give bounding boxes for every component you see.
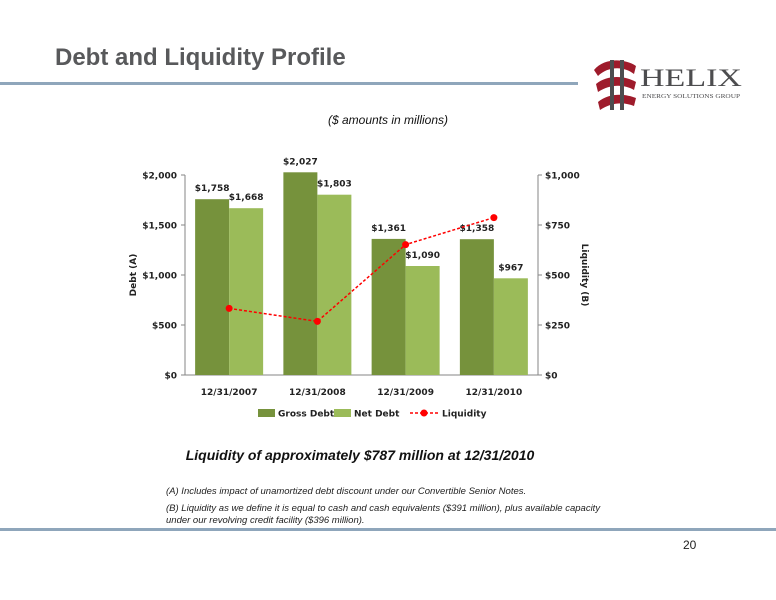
y-right-axis-title: Liquidity (B) (579, 244, 589, 307)
bar-data-label: $2,027 (283, 157, 318, 167)
bar-net-debt (317, 194, 352, 375)
y-right-tick-label: $500 (545, 272, 570, 282)
bar-data-label: $1,358 (460, 224, 495, 234)
legend-swatch-gross-debt (258, 409, 275, 417)
y-left-tick-label: $0 (164, 372, 177, 382)
legend-swatch-net-debt (334, 409, 351, 417)
x-tick-label: 12/31/2010 (466, 388, 523, 398)
bar-data-label: $1,090 (405, 251, 440, 261)
bar-gross-debt (283, 172, 318, 375)
helix-logo: HELIX ENERGY SOLUTIONS GROUP (594, 60, 742, 110)
y-left-tick-label: $1,000 (142, 272, 177, 282)
bar-data-label: $1,803 (317, 180, 352, 190)
bar-net-debt (229, 208, 264, 375)
y-left-axis-title: Debt (A) (129, 254, 139, 297)
liquidity-headline: Liquidity of approximately $787 million … (185, 447, 535, 463)
y-right-tick-label: $250 (545, 322, 570, 332)
bar-net-debt (493, 278, 528, 375)
bar-net-debt (405, 266, 440, 375)
liquidity-point (490, 214, 498, 222)
x-tick-label: 12/31/2009 (377, 388, 434, 398)
slide-title: Debt and Liquidity Profile (55, 44, 346, 71)
y-right-tick-label: $0 (545, 372, 558, 382)
footnote-b: (B) Liquidity as we define it is equal t… (166, 503, 601, 526)
y-left-tick-label: $2,000 (142, 172, 177, 182)
footer-divider (0, 528, 776, 531)
bar-data-label: $1,758 (195, 184, 230, 194)
y-left-tick-label: $500 (152, 322, 177, 332)
x-tick-label: 12/31/2007 (201, 388, 258, 398)
page-number: 20 (683, 538, 697, 552)
bar-data-label: $1,668 (229, 193, 264, 203)
chart-subtitle: ($ amounts in millions) (327, 113, 449, 127)
bar-gross-debt (195, 199, 230, 375)
y-left-tick-label: $1,500 (142, 222, 177, 232)
legend-label: Gross Debt (278, 410, 335, 420)
logo-tagline: ENERGY SOLUTIONS GROUP (642, 93, 740, 100)
x-tick-label: 12/31/2008 (289, 388, 346, 398)
legend-marker-liquidity (420, 409, 428, 417)
bar-data-label: $967 (498, 263, 523, 273)
y-right-tick-label: $1,000 (545, 172, 580, 182)
liquidity-point (313, 317, 321, 325)
bar-gross-debt (371, 238, 406, 375)
bar-data-label: $1,361 (371, 224, 406, 234)
legend-label: Liquidity (442, 410, 487, 420)
bar-gross-debt (459, 239, 494, 375)
footnote-a: (A) Includes impact of unamortized debt … (166, 486, 527, 497)
helix-emblem-icon (594, 60, 636, 110)
liquidity-point (225, 304, 233, 312)
logo-wordmark: HELIX (640, 65, 742, 92)
title-divider (0, 82, 578, 85)
y-right-tick-label: $750 (545, 222, 570, 232)
liquidity-point (402, 241, 410, 249)
legend-label: Net Debt (354, 410, 400, 420)
liquidity-line (229, 216, 495, 323)
